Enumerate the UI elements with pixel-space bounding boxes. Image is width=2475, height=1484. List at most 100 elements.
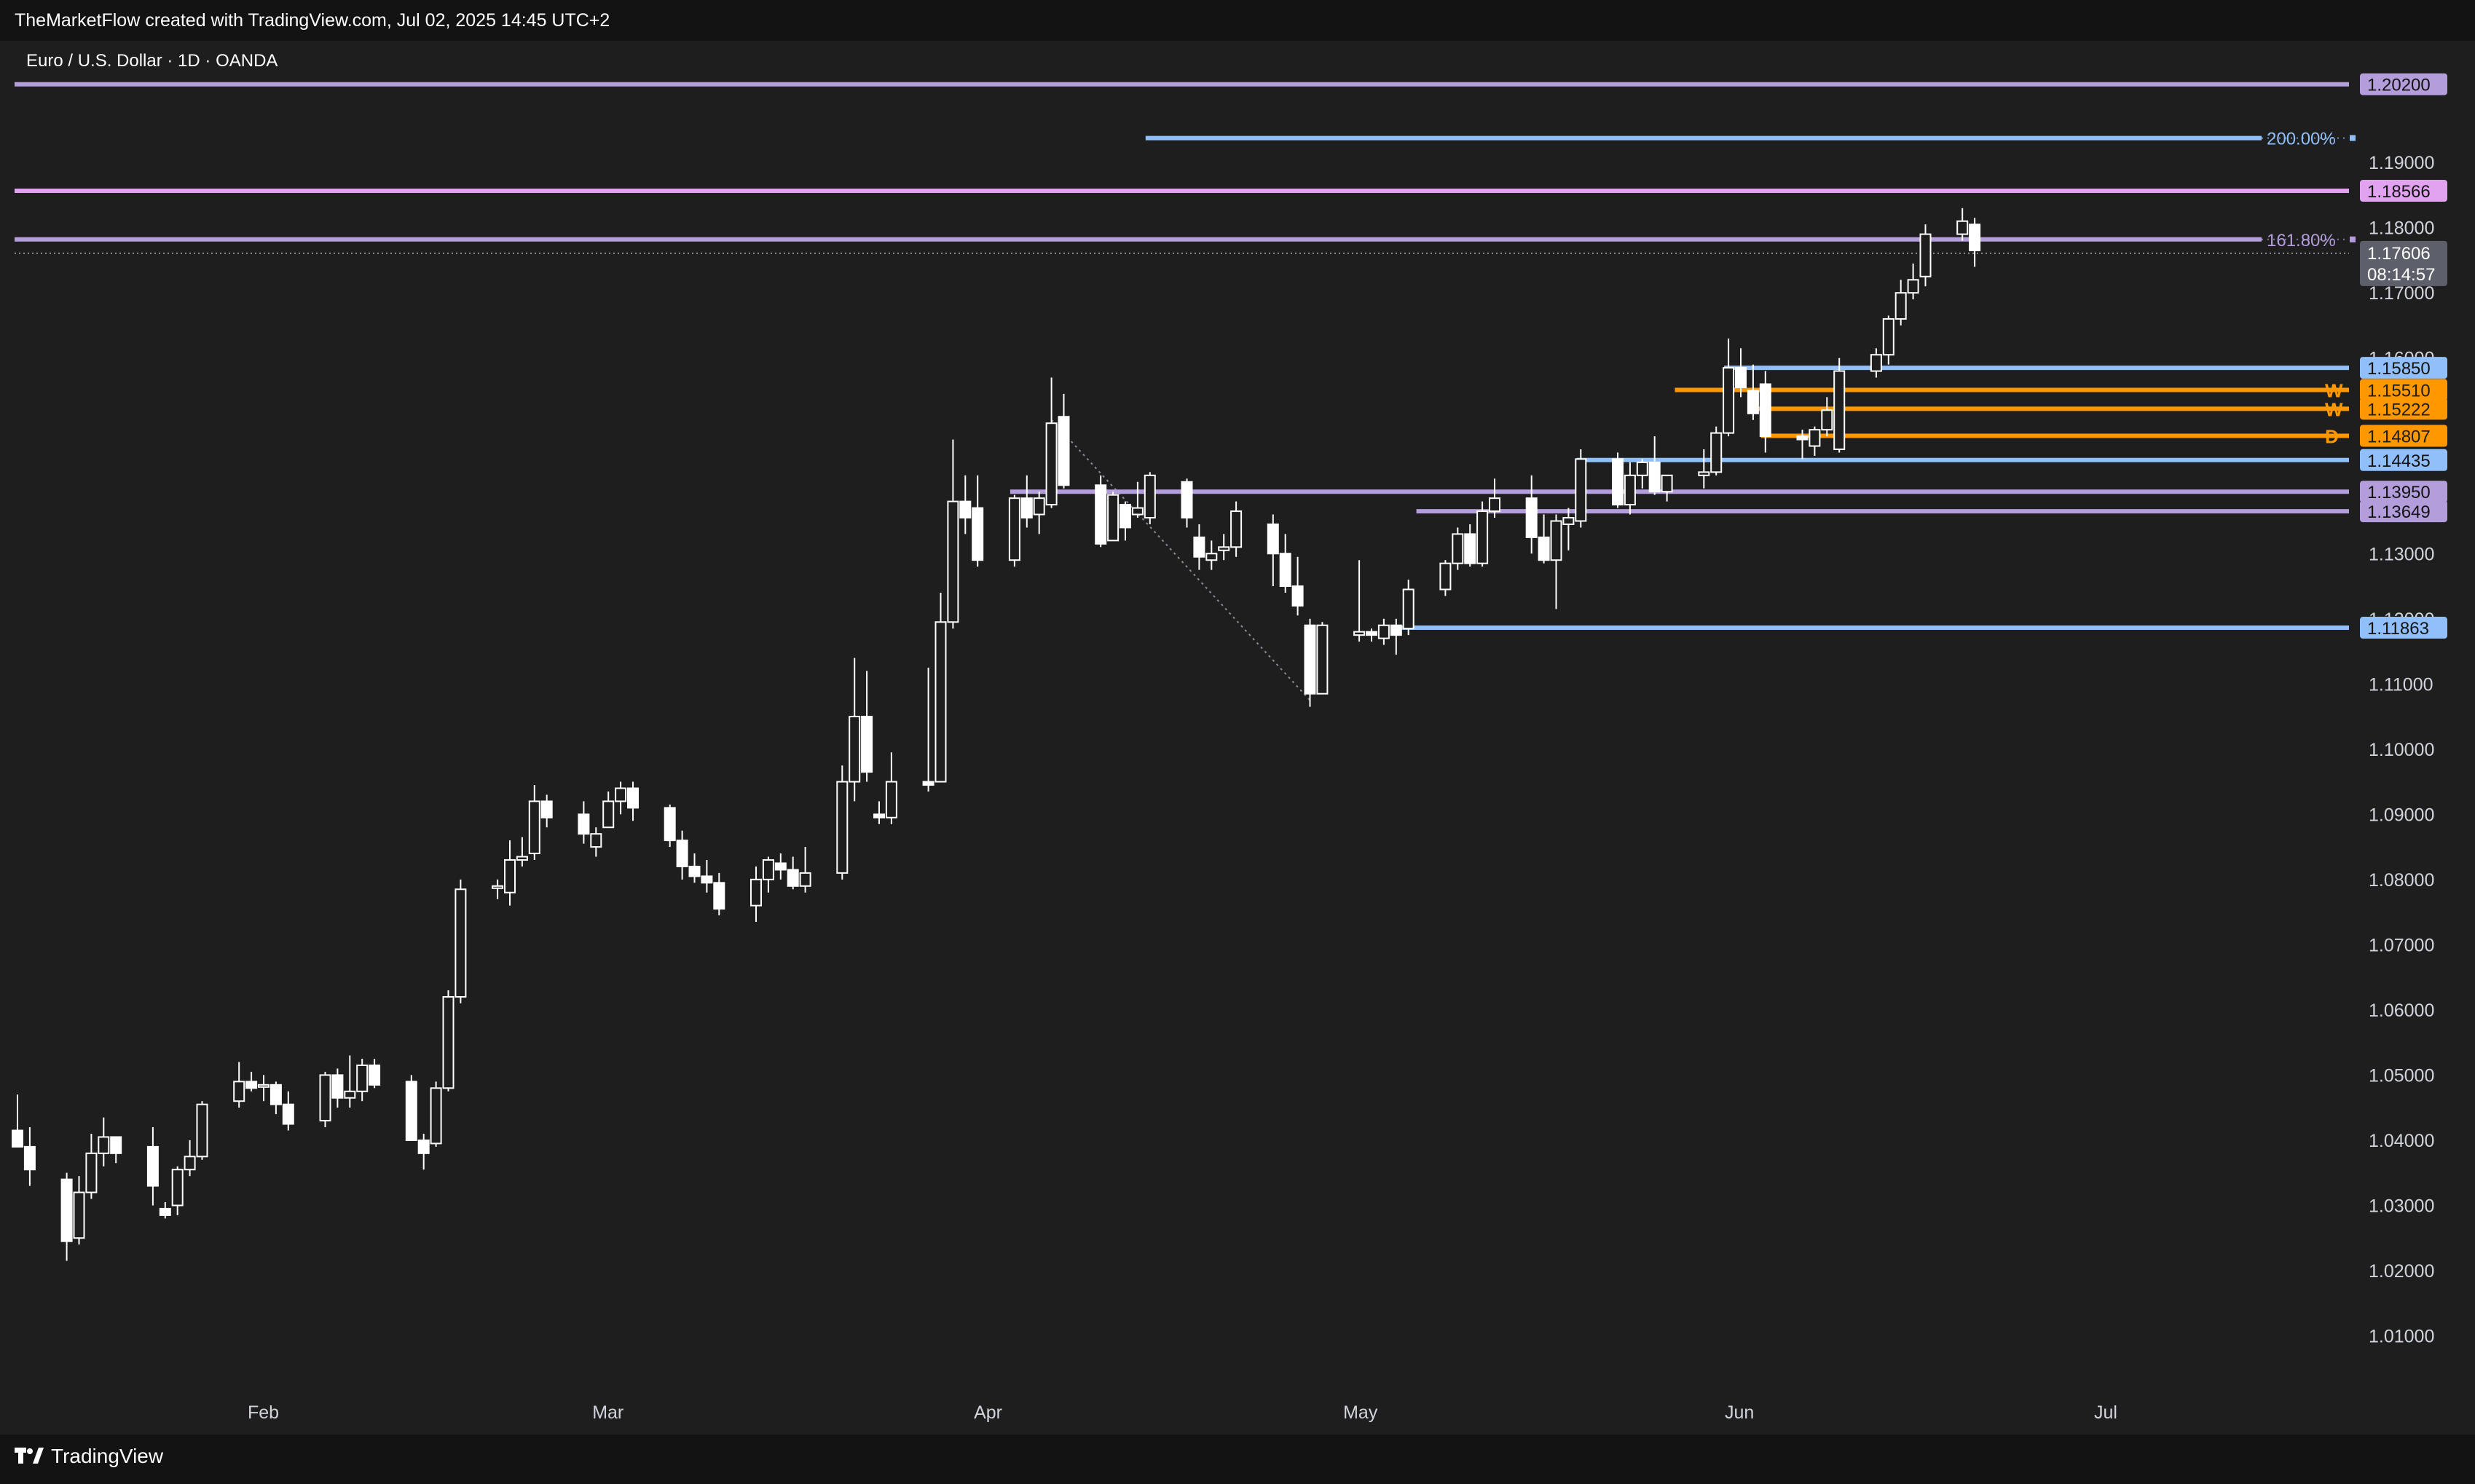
candle-body-down <box>23 1145 36 1171</box>
candle <box>171 1166 184 1215</box>
brand-text: TradingView <box>51 1445 164 1467</box>
candle <box>1969 218 1981 267</box>
candle <box>578 801 590 844</box>
candle <box>934 592 947 783</box>
candle-body-up <box>442 995 455 1089</box>
candle-body-down <box>1193 536 1205 558</box>
candle <box>1464 524 1476 567</box>
candle <box>1550 514 1562 609</box>
candle <box>1907 263 1919 300</box>
level-price-label-6-bg <box>2360 398 2447 420</box>
candle-body-down <box>540 800 553 818</box>
candle <box>713 872 725 916</box>
candle <box>1710 426 1723 475</box>
symbol-legend[interactable]: Euro / U.S. Dollar · 1D · OANDA <box>26 51 278 71</box>
candle <box>1316 622 1329 695</box>
candle-body-down <box>417 1139 430 1154</box>
candle-body-down <box>1304 624 1316 695</box>
candle <box>1353 560 1366 642</box>
y-tick-label: 1.01000 <box>2369 1326 2434 1346</box>
candle <box>1279 534 1291 593</box>
candle <box>873 801 885 824</box>
candle-body-down <box>1759 383 1771 438</box>
candle-body-down <box>1747 390 1759 414</box>
candle <box>405 1075 417 1141</box>
level-tag-6: W <box>2325 398 2343 420</box>
level-price-label-9-bg <box>2360 481 2447 503</box>
candle-body-up <box>1833 370 1846 451</box>
candle <box>1821 397 1833 437</box>
candle <box>1870 348 1882 378</box>
candle <box>947 439 959 629</box>
candle-body-down <box>1095 484 1107 545</box>
candle-body-down <box>972 507 984 561</box>
candle <box>1575 449 1587 528</box>
chart-background <box>0 41 2475 1434</box>
candle-body-up <box>455 888 467 998</box>
y-tick-label: 1.09000 <box>2369 805 2434 825</box>
level-price-label-10: 1.13649 <box>2367 502 2431 522</box>
level-tag-5: W <box>2325 380 2343 402</box>
candle-body-up <box>849 716 861 783</box>
tradingview-logo[interactable]: TradingView <box>15 1445 163 1468</box>
candle <box>1008 494 1020 567</box>
candle <box>1723 338 1735 437</box>
candle <box>1612 452 1624 508</box>
candle <box>1919 224 1932 287</box>
candle <box>258 1075 269 1102</box>
candle <box>184 1140 196 1177</box>
candle-body-up <box>836 781 849 874</box>
candle <box>885 752 897 824</box>
candle <box>1894 280 1907 325</box>
candle-body-down <box>701 875 713 884</box>
candle-body-up <box>98 1136 110 1154</box>
fib-marker-3 <box>2350 236 2356 242</box>
level-price-label-2: 1.18566 <box>2367 182 2431 202</box>
candle-body-down <box>1120 504 1131 529</box>
candle <box>1759 371 1771 453</box>
y-tick-label: 1.13000 <box>2369 544 2434 564</box>
candle-body-up <box>1894 292 1907 320</box>
candle <box>787 856 799 890</box>
candle <box>664 804 676 848</box>
candle <box>1402 580 1414 636</box>
candle-body-up <box>885 781 897 818</box>
candle <box>1809 426 1821 456</box>
candle <box>1045 377 1058 508</box>
candle <box>1562 508 1575 550</box>
candle-body-down <box>282 1103 294 1125</box>
candle <box>233 1062 245 1108</box>
candle-body-down <box>676 840 688 867</box>
candle <box>12 1094 23 1148</box>
candle-body-down <box>1267 523 1279 555</box>
candle <box>1193 524 1205 570</box>
candle <box>1390 618 1402 655</box>
candle <box>269 1081 282 1115</box>
candle-body-up <box>1476 510 1489 564</box>
candle <box>1107 492 1120 542</box>
level-price-label-4-bg <box>2360 357 2447 379</box>
horizontal-levels: 200.00%161.80%WWD <box>15 82 2349 631</box>
candle <box>60 1172 73 1261</box>
level-price-label-6: 1.15222 <box>2367 400 2431 419</box>
candle <box>1452 527 1464 570</box>
candle-body-up <box>1033 497 1045 516</box>
price-chart[interactable]: 200.00%161.80%WWD 1.010001.020001.030001… <box>0 41 2475 1434</box>
candle-body-down <box>1390 624 1402 636</box>
candle <box>1366 628 1377 642</box>
candle-body-down <box>12 1129 23 1148</box>
candle-body-up <box>1821 409 1833 431</box>
y-tick-label: 1.19000 <box>2369 153 2434 173</box>
candle <box>1698 449 1710 489</box>
level-price-label-0: 1.20200 <box>2367 76 2431 95</box>
candle <box>836 765 849 880</box>
candle-body-up <box>1316 624 1329 695</box>
candle <box>762 856 774 893</box>
candle-body-down <box>1366 631 1377 636</box>
candle <box>1058 393 1070 489</box>
candle <box>504 840 516 906</box>
x-tick-label-apr: Apr <box>974 1402 1002 1423</box>
candle <box>442 990 455 1092</box>
candle-body-up <box>184 1156 196 1171</box>
candle-body-down <box>1279 553 1291 588</box>
